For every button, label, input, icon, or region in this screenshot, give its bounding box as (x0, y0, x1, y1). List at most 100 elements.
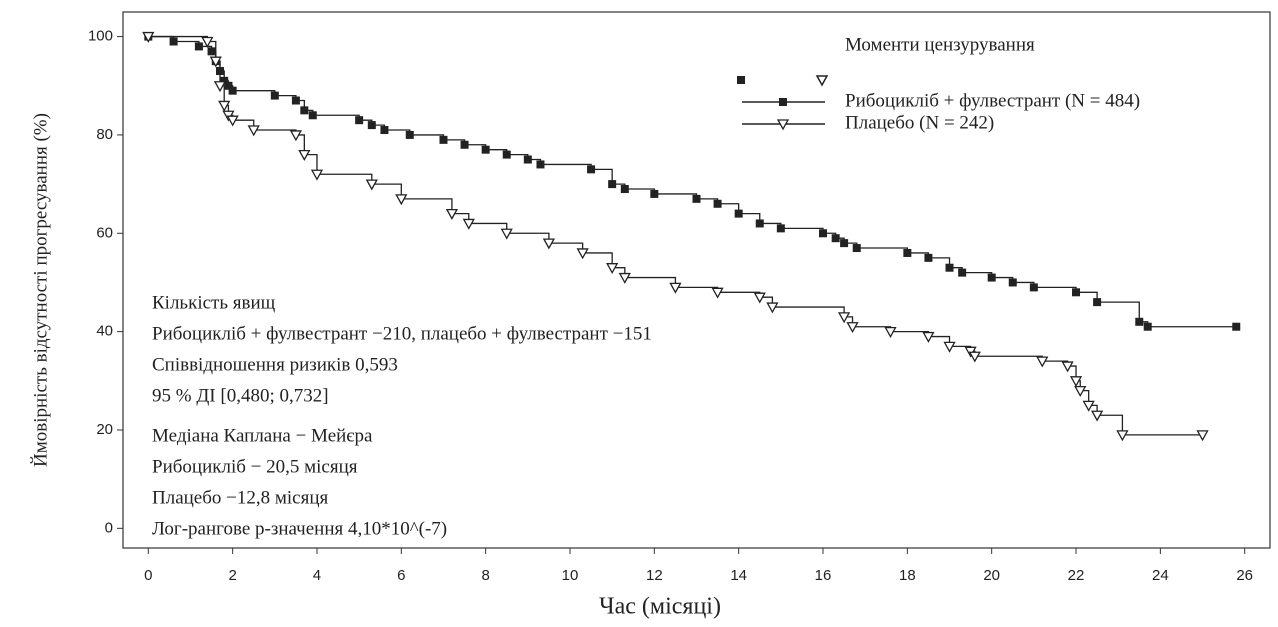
km-point (1029, 283, 1038, 292)
km-point (270, 91, 279, 100)
km-step (717, 291, 761, 298)
km-point (536, 160, 545, 169)
km-point (776, 224, 785, 233)
x-tick-label: 12 (646, 567, 663, 584)
x-tick-label: 22 (1068, 567, 1085, 584)
km-step (1097, 414, 1124, 435)
km-point (606, 263, 619, 275)
km-point (711, 287, 724, 299)
legend-censor-marker (737, 76, 745, 84)
km-point (220, 76, 229, 85)
km-point (201, 36, 214, 48)
km-point (755, 219, 764, 228)
km-point (207, 47, 216, 56)
km-step (506, 232, 550, 244)
km-point (1008, 278, 1017, 287)
km-point (1143, 322, 1152, 331)
km-point (608, 180, 617, 189)
x-tick-label: 10 (562, 567, 579, 584)
annotation: Рибоцикліб − 20,5 місяця (152, 456, 358, 477)
km-point (884, 326, 897, 338)
km-point (380, 126, 389, 135)
km-point (924, 253, 933, 262)
y-tick-label: 80 (96, 126, 113, 143)
km-step (148, 35, 208, 42)
x-axis-label: Час (місяці) (599, 594, 721, 620)
km-point (1091, 410, 1104, 422)
legend-marker (776, 119, 790, 131)
y-axis-label: Ймовірність відсутності прогресування (%… (30, 113, 51, 467)
km-point (226, 115, 239, 127)
x-tick-label: 6 (397, 567, 405, 584)
km-step (401, 198, 453, 214)
km-point (462, 218, 475, 230)
legend-title: Моменти цензурування (845, 34, 1035, 55)
annotation: 95 % ДІ [0,480; 0,732] (152, 385, 329, 406)
km-point (1093, 298, 1102, 307)
x-tick-label: 20 (983, 567, 1000, 584)
km-point (289, 130, 302, 142)
km-point (1116, 430, 1129, 442)
km-point (218, 100, 231, 112)
km-point (1232, 322, 1241, 331)
km-point (692, 194, 701, 203)
km-step (772, 306, 845, 317)
km-point (819, 229, 828, 238)
km-point (852, 244, 861, 253)
km-point (846, 322, 859, 334)
km-point (713, 199, 722, 208)
x-tick-label: 2 (228, 567, 236, 584)
km-point (355, 116, 364, 125)
km-point (753, 292, 766, 304)
x-tick-label: 26 (1236, 567, 1253, 584)
x-tick-label: 4 (313, 567, 321, 584)
annotation: Плацебо −12,8 місяця (152, 487, 329, 508)
km-point (209, 56, 222, 68)
km-point (968, 351, 981, 363)
km-point (224, 81, 233, 90)
km-step (540, 163, 592, 170)
km-point (1196, 430, 1209, 442)
km-point (587, 165, 596, 174)
km-point (618, 272, 631, 284)
km-point (365, 179, 378, 191)
annotation: Співвідношення ризиків 0,593 (152, 354, 398, 375)
km-point (831, 234, 840, 243)
x-tick-label: 24 (1152, 567, 1169, 584)
km-point (291, 96, 300, 105)
km-step (654, 193, 698, 199)
km-point (766, 302, 779, 314)
km-point (1072, 288, 1081, 297)
km-step (780, 227, 824, 234)
km-point (922, 331, 935, 343)
km-step (409, 134, 445, 140)
km-step (624, 276, 677, 288)
km-step (316, 173, 373, 185)
km-step (253, 129, 297, 135)
km-step (591, 168, 613, 185)
km-point (958, 268, 967, 277)
km-step (582, 252, 613, 268)
km-point (1061, 361, 1074, 373)
km-point (367, 121, 376, 130)
x-tick-label: 18 (899, 567, 916, 584)
km-point (945, 263, 954, 272)
legend-label: Плацебо (N = 242) (845, 112, 994, 133)
km-point (1036, 356, 1049, 368)
y-tick-label: 0 (105, 519, 113, 536)
km-step (1097, 301, 1140, 322)
km-point (903, 248, 912, 257)
annotation: Медіана Каплана − Мейєра (152, 425, 373, 446)
km-point (502, 150, 511, 159)
km-point (734, 209, 743, 218)
km-point (837, 312, 851, 324)
x-tick-label: 16 (815, 567, 832, 584)
annotation: Лог-рангове р-значення 4,10*10^(-7) (152, 518, 447, 539)
km-point (310, 169, 324, 181)
legend-label: Рибоцикліб + фулвестрант (N = 484) (845, 90, 1140, 111)
km-step (974, 355, 1043, 362)
km-point (523, 155, 532, 164)
annotation: Рибоцикліб + фулвестрант −210, плацебо +… (152, 323, 652, 344)
